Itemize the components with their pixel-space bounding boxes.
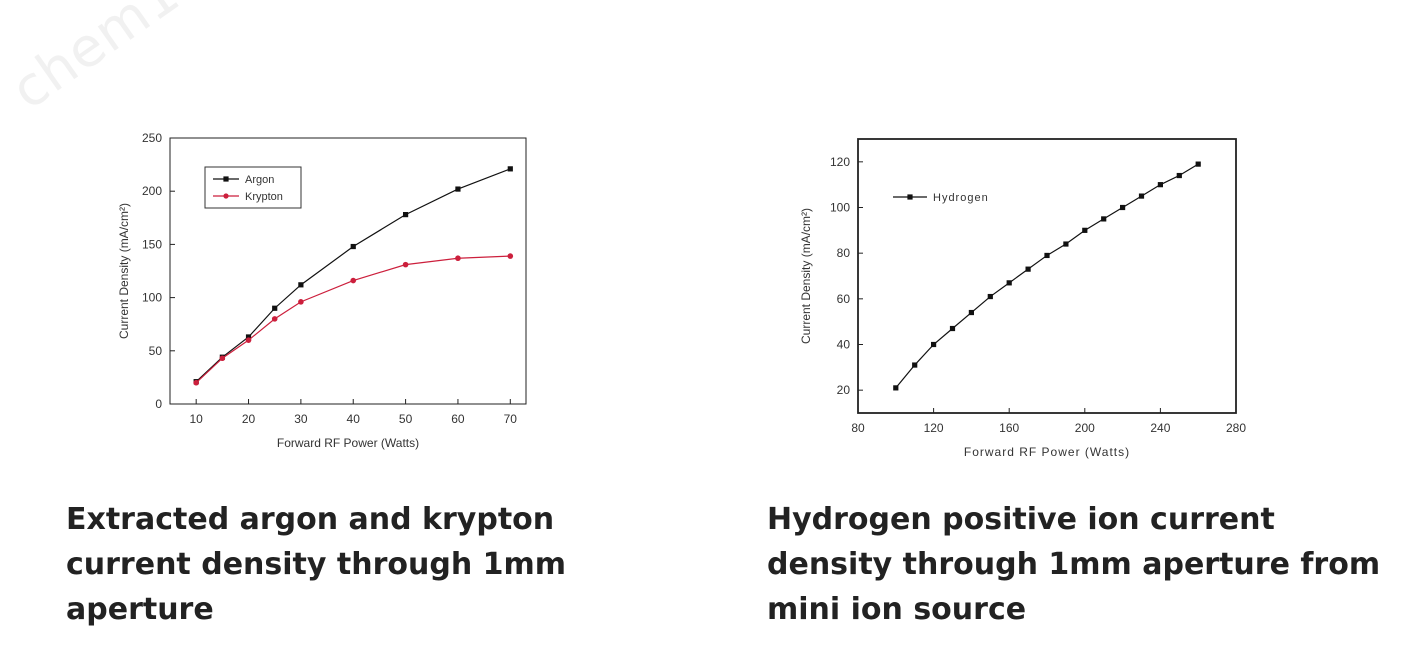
x-axis-label: Forward RF Power (Watts) [277, 436, 419, 450]
data-point-hydrogen [1063, 241, 1069, 247]
data-point-krypton [455, 255, 461, 262]
data-point-hydrogen [1176, 172, 1182, 179]
data-point-krypton [271, 316, 278, 322]
y-tick-label: 0 [155, 397, 162, 411]
x-tick-label: 280 [1226, 421, 1246, 435]
data-point-hydrogen [1044, 252, 1050, 259]
x-tick-label: 50 [399, 412, 413, 426]
y-tick-label: 100 [142, 291, 162, 305]
x-tick-label: 70 [504, 412, 518, 426]
legend-label-argon: Argon [245, 174, 274, 186]
data-point-argon [298, 282, 304, 288]
data-point-hydrogen [912, 362, 918, 368]
data-point-hydrogen [1025, 266, 1031, 272]
data-point-argon [402, 212, 409, 218]
data-point-krypton [298, 299, 304, 305]
x-tick-label: 200 [1075, 421, 1095, 435]
caption-argon-krypton: Extracted argon and krypton current dens… [66, 502, 567, 627]
x-tick-label: 120 [924, 421, 944, 435]
plot-frame [857, 138, 1237, 414]
y-tick-label: 100 [830, 201, 850, 215]
y-tick-label: 60 [837, 292, 851, 306]
data-point-hydrogen [931, 341, 937, 348]
data-point-hydrogen [987, 293, 993, 300]
y-axis-label: Current Density (mA/cm²) [117, 203, 131, 339]
legend-label-krypton: Krypton [245, 191, 283, 203]
data-point-hydrogen [893, 385, 899, 391]
x-tick-label: 160 [999, 421, 1019, 435]
data-point-argon [455, 186, 461, 192]
data-point-krypton [219, 355, 226, 362]
data-point-argon [507, 166, 513, 172]
y-tick-label: 200 [142, 184, 162, 198]
data-point-krypton [193, 379, 199, 386]
data-point-argon [272, 305, 278, 311]
chart-argon-krypton-svg: 10 20 30 40 50 60 70 0 50 100 150 200 250 Forward RF … [117, 131, 527, 450]
x-tick-label: 30 [294, 412, 308, 426]
data-point-hydrogen [1195, 161, 1201, 167]
data-point-hydrogen [968, 309, 974, 316]
data-point-hydrogen [949, 325, 956, 332]
data-point-hydrogen [1157, 182, 1163, 188]
y-tick-label: 250 [142, 131, 162, 145]
y-tick-label: 120 [830, 155, 850, 169]
series-line-krypton [195, 255, 511, 384]
x-tick-label: 20 [242, 412, 256, 426]
data-point-hydrogen [1082, 227, 1088, 233]
x-tick-label: 80 [851, 421, 865, 435]
chart-hydrogen: 80 120 160 200 240 280 20 40 60 80 100 120 Forward R… [790, 125, 1250, 470]
y-tick-label: 150 [142, 237, 162, 251]
y-tick-label: 40 [837, 338, 851, 352]
x-tick-label: 60 [451, 412, 465, 426]
data-point-krypton [507, 253, 514, 259]
y-tick-label: 20 [837, 383, 851, 397]
watermark: chem17.com [0, 0, 332, 122]
legend-marker-hydrogen [907, 194, 913, 200]
legend-box [204, 166, 302, 209]
y-tick-label: 50 [149, 344, 163, 358]
chart-hydrogen-svg: 80 120 160 200 240 280 20 40 60 80 100 120 Forward R… [799, 138, 1246, 459]
legend-marker-krypton [223, 193, 229, 199]
data-point-hydrogen [1101, 216, 1107, 222]
x-axis-label: Forward RF Power (Watts) [964, 445, 1130, 459]
data-point-hydrogen [1006, 280, 1012, 286]
legend-label-hydrogen: Hydrogen [933, 192, 989, 204]
chart-argon-krypton: 10 20 30 40 50 60 70 0 50 100 150 200 250 Forward RF … [100, 120, 540, 465]
x-tick-label: 10 [189, 412, 203, 426]
legend-marker-argon [223, 176, 229, 182]
data-point-hydrogen [1138, 193, 1145, 199]
data-point-krypton [402, 261, 409, 268]
caption-hydrogen: Hydrogen positive ion current density th… [767, 502, 1381, 627]
data-point-argon [350, 243, 356, 250]
x-tick-label: 240 [1150, 421, 1170, 435]
x-tick-label: 40 [347, 412, 361, 426]
data-point-krypton [350, 277, 357, 284]
data-point-krypton [245, 337, 252, 343]
data-point-argon [245, 334, 252, 340]
data-point-hydrogen [1120, 204, 1126, 211]
plot-frame [169, 137, 527, 405]
y-tick-label: 80 [837, 246, 851, 260]
y-axis-label: Current Density (mA/cm²) [799, 208, 813, 344]
